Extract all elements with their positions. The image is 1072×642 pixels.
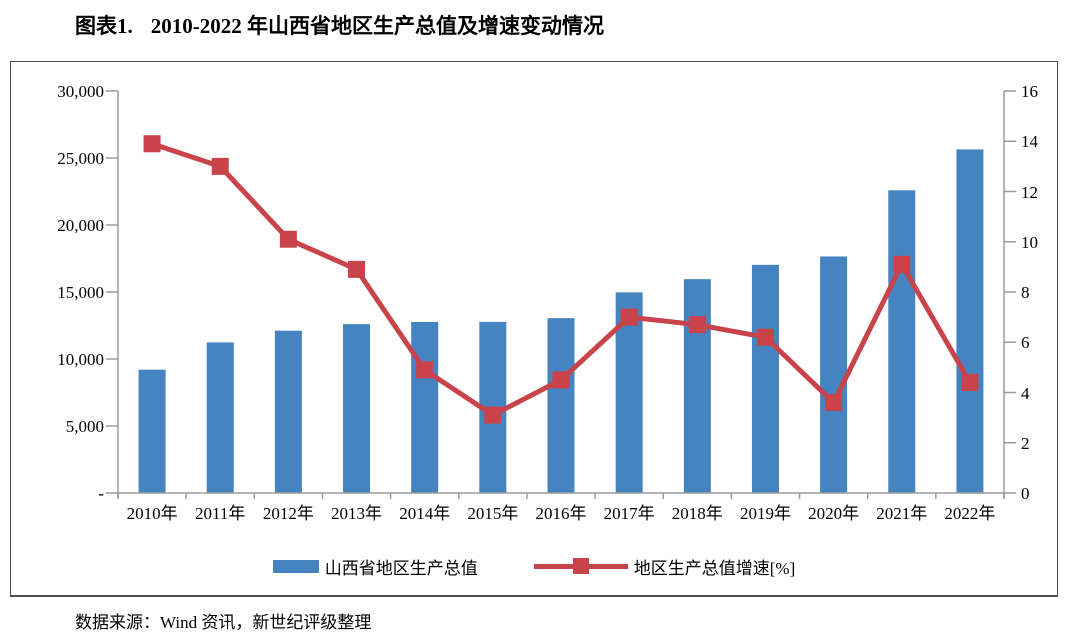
growth-marker bbox=[416, 361, 434, 379]
growth-marker bbox=[620, 308, 638, 326]
left-axis-tick-label: - bbox=[98, 484, 104, 503]
x-axis-tick-label: 2011年 bbox=[195, 504, 246, 523]
growth-marker bbox=[756, 328, 774, 346]
growth-marker bbox=[211, 157, 229, 175]
chart-legend: 山西省地区生产总值 地区生产总值增速[%] bbox=[11, 554, 1057, 579]
right-axis-tick-label: 2 bbox=[1021, 433, 1030, 453]
legend-item-growth: 地区生产总值增速[%] bbox=[533, 554, 796, 579]
right-axis-tick-label: 16 bbox=[1021, 82, 1038, 101]
legend-line-swatch-icon bbox=[533, 558, 628, 575]
growth-marker bbox=[279, 230, 297, 248]
legend-label-gdp: 山西省地区生产总值 bbox=[324, 559, 478, 578]
chart-canvas bbox=[106, 90, 1016, 499]
gdp-bar bbox=[343, 324, 371, 493]
figure-title-text: 2010-2022 年山西省地区生产总值及增速变动情况 bbox=[150, 14, 604, 38]
x-axis-tick-label: 2020年 bbox=[808, 504, 860, 523]
gdp-bar bbox=[683, 279, 711, 493]
legend-line-marker bbox=[572, 558, 589, 574]
left-axis-tick-label: 5,000 bbox=[65, 417, 104, 436]
gdp-bar bbox=[206, 342, 234, 493]
growth-marker bbox=[825, 394, 843, 412]
x-axis-tick-label: 2021年 bbox=[876, 504, 928, 523]
left-axis-tick-label: 25,000 bbox=[57, 149, 104, 168]
right-axis-tick-label: 10 bbox=[1021, 232, 1038, 252]
growth-marker bbox=[688, 316, 706, 334]
legend-item-gdp: 山西省地区生产总值 bbox=[272, 554, 478, 579]
gdp-bar bbox=[138, 369, 166, 493]
growth-marker bbox=[552, 371, 570, 389]
x-axis-tick-label: 2019年 bbox=[739, 504, 791, 523]
growth-marker bbox=[893, 255, 911, 273]
x-axis-tick-label: 2018年 bbox=[671, 504, 723, 523]
left-axis-tick-label: 10,000 bbox=[57, 350, 104, 369]
figure-label: 图表1. bbox=[75, 14, 133, 38]
right-axis-tick-label: 6 bbox=[1021, 333, 1030, 353]
left-axis-tick-label: 15,000 bbox=[57, 283, 104, 302]
legend-bar-swatch-icon bbox=[272, 560, 319, 573]
x-axis-tick-label: 2015年 bbox=[467, 504, 519, 523]
right-axis-tick-label: 12 bbox=[1021, 182, 1038, 202]
x-axis-tick-label: 2016年 bbox=[535, 504, 587, 523]
figure-title: 图表1. 2010-2022 年山西省地区生产总值及增速变动情况 bbox=[75, 10, 604, 40]
gdp-bar bbox=[956, 149, 984, 493]
growth-marker bbox=[348, 260, 366, 278]
gdp-bar bbox=[820, 256, 848, 493]
left-axis-tick-label: 20,000 bbox=[57, 216, 104, 235]
left-axis-tick-label: 30,000 bbox=[57, 82, 104, 101]
gdp-bar bbox=[547, 318, 575, 493]
x-axis-tick-label: 2014年 bbox=[399, 504, 451, 523]
growth-marker bbox=[143, 135, 161, 153]
right-axis-tick-label: 4 bbox=[1021, 383, 1030, 403]
legend-label-growth: 地区生产总值增速[%] bbox=[633, 559, 796, 578]
right-axis-tick-label: 0 bbox=[1021, 484, 1030, 503]
x-axis-tick-label: 2022年 bbox=[944, 504, 996, 523]
x-axis-tick-label: 2010年 bbox=[126, 504, 178, 523]
x-axis-tick-label: 2013年 bbox=[331, 504, 383, 523]
gdp-bar bbox=[274, 330, 302, 493]
chart-frame: 30,000 25,000 20,000 15,000 10,000 5,000 - 16 1… bbox=[10, 61, 1058, 597]
gdp-bar bbox=[411, 321, 439, 493]
gdp-bar bbox=[751, 264, 779, 493]
x-axis-tick-label: 2017年 bbox=[603, 504, 655, 523]
growth-marker bbox=[484, 406, 502, 424]
right-axis-tick-label: 14 bbox=[1021, 132, 1038, 152]
right-axis-tick-label: 8 bbox=[1021, 283, 1030, 302]
growth-marker bbox=[961, 373, 979, 391]
gdp-bar bbox=[888, 190, 916, 493]
source-note: 数据来源：Wind 资讯，新世纪评级整理 bbox=[75, 613, 372, 632]
x-axis-tick-label: 2012年 bbox=[262, 504, 314, 523]
